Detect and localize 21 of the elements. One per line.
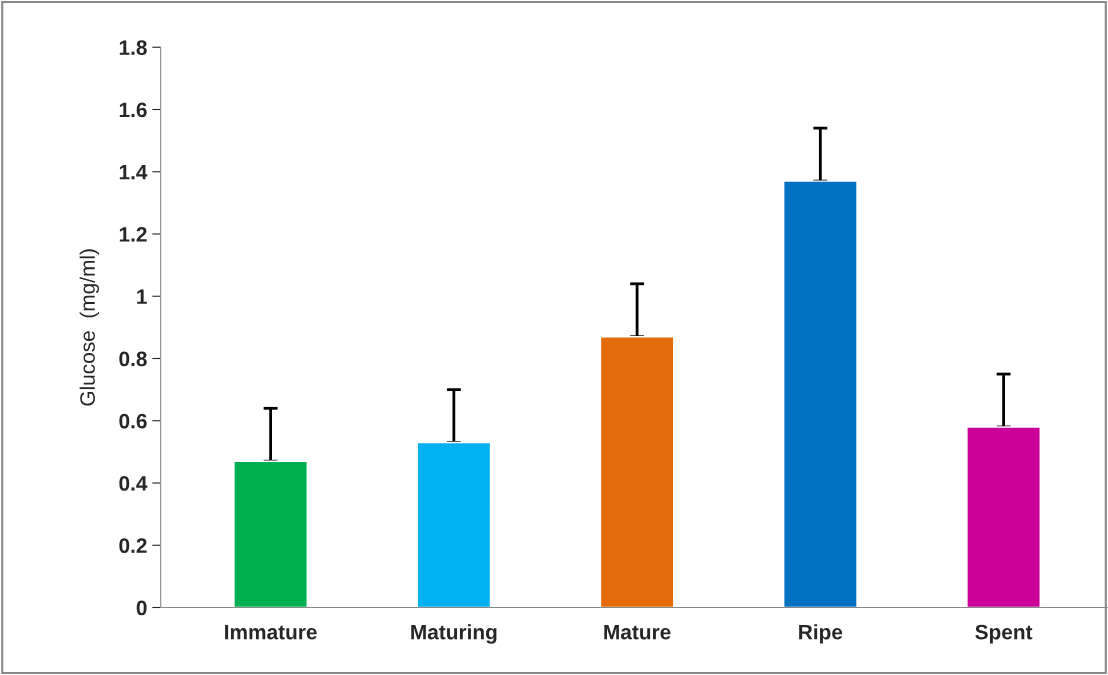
y-axis-title: Glucose (mg/ml) [79, 249, 100, 406]
x-tick-label: Mature [604, 624, 671, 640]
bar [233, 460, 308, 608]
y-tick-label: 0.6 [119, 413, 147, 429]
bar [416, 441, 492, 608]
x-tick-label: Spent [975, 624, 1033, 644]
x-tick-label: Maturing [411, 624, 497, 644]
bar [599, 336, 675, 608]
y-tick-label: 1.6 [119, 102, 147, 118]
y-tick-label: 0 [136, 600, 147, 616]
x-tick-label: Immature [225, 624, 317, 640]
y-tick-label: 1 [137, 289, 147, 304]
y-tick-label: 0.8 [119, 351, 147, 367]
y-tick-label: 1.8 [119, 40, 147, 55]
y-tick-label: 1.2 [119, 227, 147, 242]
bar [966, 426, 1041, 608]
y-tick-label: 0.2 [119, 538, 147, 553]
y-tick-label: 0.4 [119, 476, 148, 491]
x-tick-label: Ripe [799, 624, 843, 644]
bar [783, 180, 858, 608]
y-tick-label: 1.4 [119, 164, 148, 180]
